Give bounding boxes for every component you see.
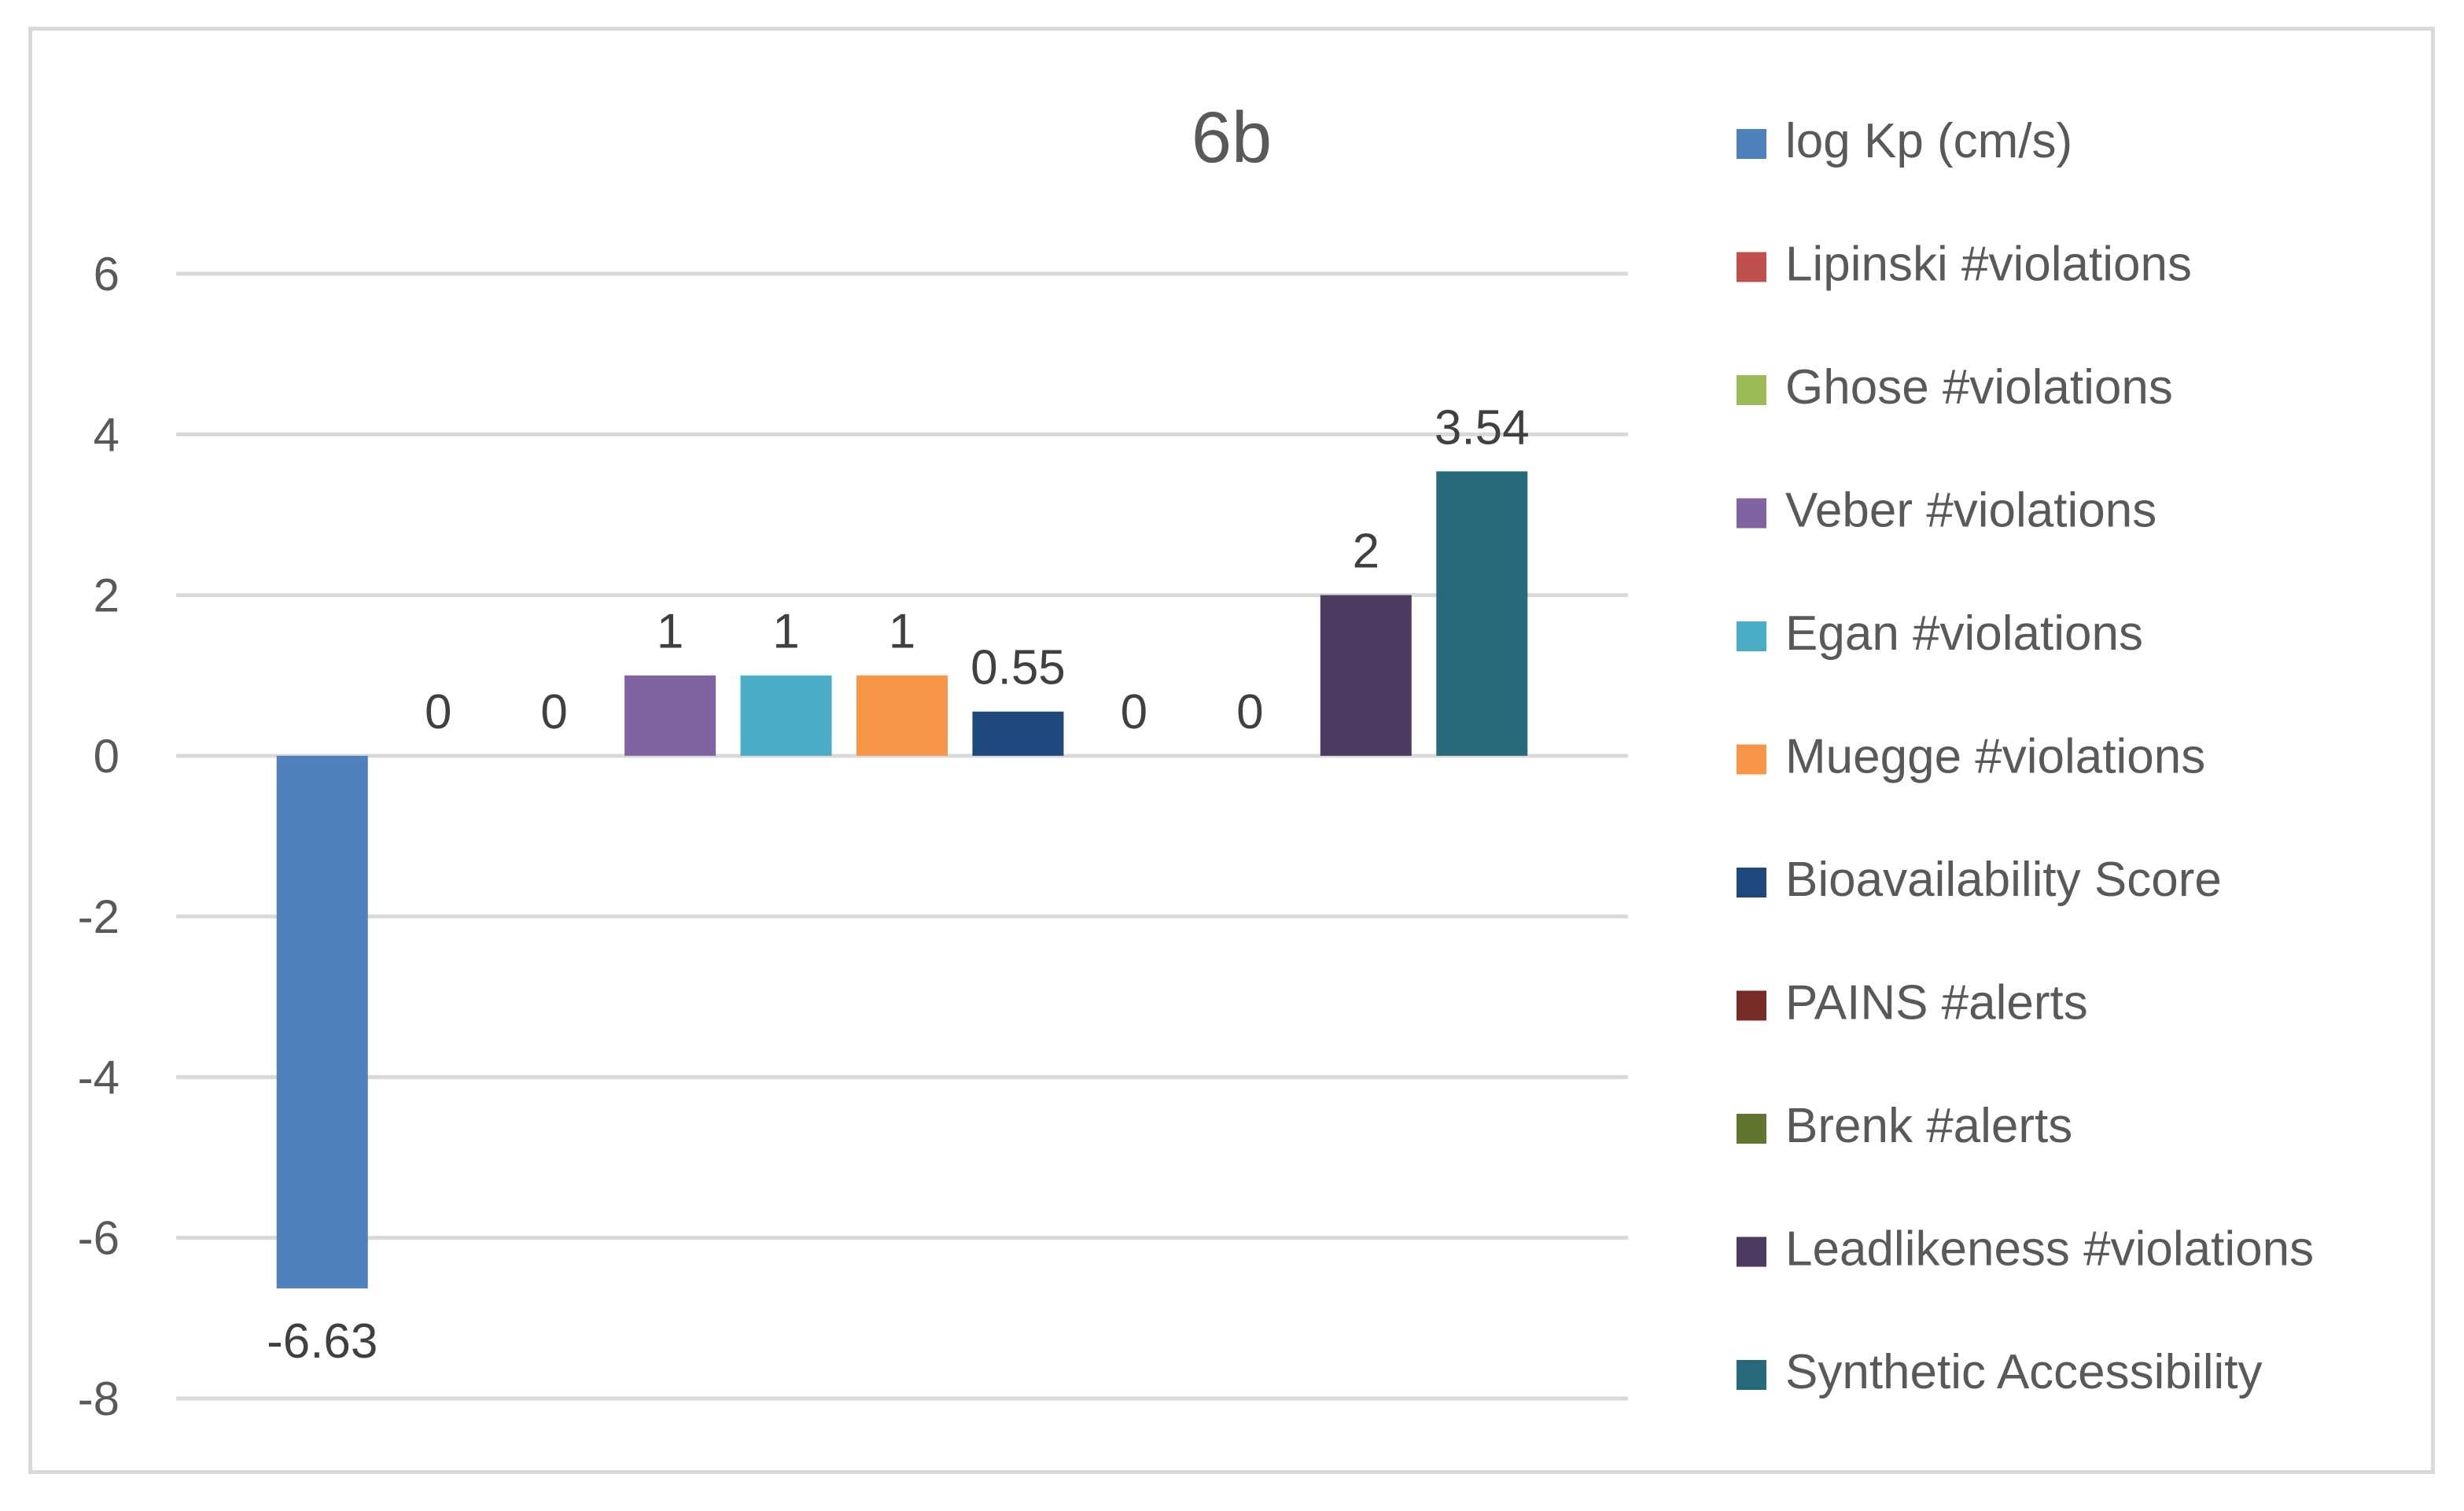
legend: log Kp (cm/s) Lipinski #violations Ghose #…	[1737, 114, 2314, 1399]
chart-frame	[28, 27, 2435, 1474]
gridlines	[176, 271, 1628, 1401]
legend-label: Muegge #violations	[1785, 730, 2205, 784]
data-label: 0	[1236, 685, 1263, 739]
legend-swatch	[1737, 252, 1766, 282]
legend-swatch	[1737, 990, 1766, 1021]
bar	[1320, 595, 1412, 756]
legend-swatch	[1737, 375, 1766, 405]
legend-label: Leadlikeness #violations	[1785, 1222, 2314, 1277]
bar	[624, 675, 716, 756]
y-tick-label: -2	[78, 890, 120, 943]
bar	[1436, 471, 1528, 756]
legend-swatch	[1737, 129, 1766, 159]
y-tick-label: 4	[94, 408, 120, 461]
legend-label: log Kp (cm/s)	[1785, 114, 2072, 168]
legend-label: Brenk #alerts	[1785, 1099, 2072, 1153]
data-label: 0.55	[970, 641, 1066, 695]
y-tick-label: -6	[78, 1212, 120, 1265]
legend-label: Bioavailability Score	[1785, 853, 2222, 907]
data-label: 0	[425, 685, 451, 739]
legend-label: Lipinski #violations	[1785, 238, 2192, 292]
legend-label: PAINS #alerts	[1785, 976, 2088, 1030]
data-label: 2	[1353, 525, 1379, 579]
data-label: 0	[540, 685, 567, 739]
legend-label: Egan #violations	[1785, 606, 2143, 661]
legend-label: Synthetic Accessibility	[1785, 1345, 2262, 1399]
data-label: 1	[889, 605, 915, 659]
legend-swatch	[1737, 1360, 1766, 1390]
data-label: 3.54	[1435, 400, 1530, 455]
bar	[740, 675, 832, 756]
y-tick-label: -4	[78, 1051, 120, 1104]
legend-swatch	[1737, 868, 1766, 897]
y-tick-label: 2	[94, 569, 120, 622]
y-tick-label: 0	[94, 730, 120, 783]
bar	[856, 675, 948, 756]
bar	[972, 711, 1064, 756]
legend-swatch	[1737, 1236, 1766, 1267]
data-label: 1	[772, 605, 799, 659]
y-tick-label: -8	[78, 1373, 120, 1425]
chart-title: 6b	[1191, 98, 1272, 178]
data-label: 0	[1121, 685, 1147, 739]
legend-swatch	[1737, 744, 1766, 775]
legend-label: Ghose #violations	[1785, 360, 2173, 415]
data-label: -6.63	[267, 1314, 378, 1369]
data-label: 1	[657, 605, 683, 659]
data-labels: -6.63 0 0 1 1 1 0.55 0 0 2 3.54	[267, 400, 1530, 1369]
y-axis-tick-labels: -8 -6 -4 -2 0 2 4 6	[78, 248, 120, 1425]
y-tick-label: 6	[94, 248, 120, 300]
bars	[276, 471, 1528, 1289]
legend-label: Veber #violations	[1785, 484, 2156, 538]
legend-swatch	[1737, 1114, 1766, 1144]
bar	[276, 755, 368, 1289]
legend-swatch	[1737, 621, 1766, 651]
legend-swatch	[1737, 498, 1766, 529]
